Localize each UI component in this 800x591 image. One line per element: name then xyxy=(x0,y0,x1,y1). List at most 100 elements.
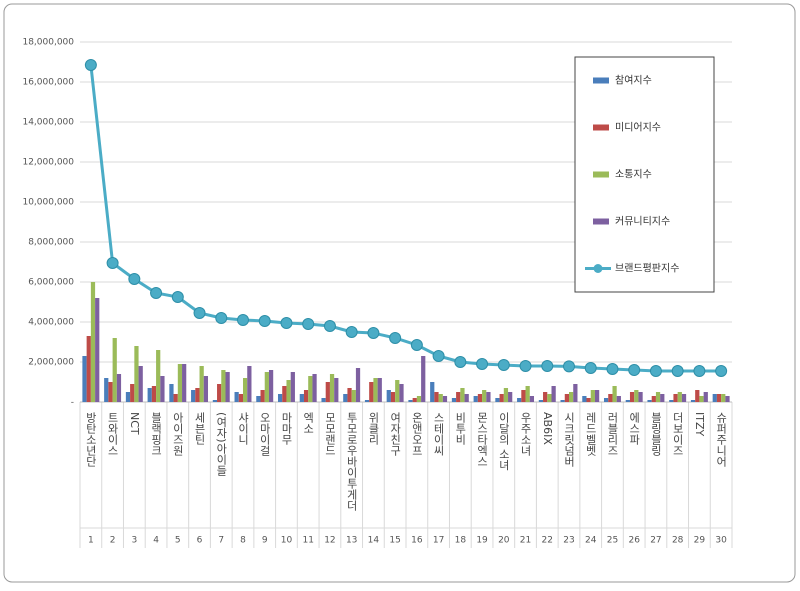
line-marker xyxy=(606,363,619,375)
x-tick-label: 블랙핑크 xyxy=(150,412,163,456)
rank-label: 23 xyxy=(563,536,574,546)
line-marker xyxy=(258,315,271,327)
bar xyxy=(334,378,339,402)
x-tick-label: NCT xyxy=(128,412,141,435)
x-tick-label: 스테이씨 xyxy=(432,412,445,456)
bar xyxy=(508,392,513,402)
bar xyxy=(647,400,652,402)
bar xyxy=(303,390,309,402)
y-tick-label: 8,000,000 xyxy=(28,238,74,248)
x-tick-label: 몬스타엑스 xyxy=(476,412,489,467)
bar xyxy=(130,384,135,402)
bar xyxy=(451,398,457,402)
legend-marker xyxy=(593,264,603,273)
bar xyxy=(590,390,595,402)
bar xyxy=(104,378,109,402)
line-marker xyxy=(280,317,293,329)
bar xyxy=(95,298,100,402)
x-tick-label: AB6IX xyxy=(541,412,554,445)
x-tick-label: 러블리즈 xyxy=(606,412,619,456)
line-marker xyxy=(454,356,467,368)
x-tick-label: 시크릿넘버 xyxy=(563,412,576,467)
rank-label: 29 xyxy=(694,536,706,546)
bar xyxy=(703,392,708,402)
rank-label: 17 xyxy=(433,536,444,546)
bar xyxy=(655,392,661,402)
bar xyxy=(651,396,656,402)
rank-label: 30 xyxy=(715,536,727,546)
rank-label: 18 xyxy=(455,536,467,546)
bar xyxy=(629,392,635,402)
bar xyxy=(390,392,396,402)
y-tick-label: 6,000,000 xyxy=(28,278,74,288)
x-tick-label: 우주소녀 xyxy=(519,412,532,457)
bar xyxy=(247,366,252,402)
rank-label: 25 xyxy=(607,536,618,546)
bar xyxy=(495,398,500,402)
bar xyxy=(482,390,487,402)
rank-label: 14 xyxy=(368,536,380,546)
bar xyxy=(112,338,117,402)
y-tick-label: 10,000,000 xyxy=(22,198,74,208)
bar xyxy=(525,386,530,402)
rank-label: 10 xyxy=(281,536,293,546)
bar xyxy=(712,394,717,402)
bar xyxy=(243,378,248,402)
bar xyxy=(517,398,522,402)
line-marker xyxy=(693,365,706,377)
bar xyxy=(477,394,483,402)
bar xyxy=(529,396,535,402)
bar xyxy=(199,366,204,402)
legend-swatch xyxy=(593,171,609,178)
bar xyxy=(173,394,178,402)
rank-label: 21 xyxy=(520,536,531,546)
bar xyxy=(569,392,574,402)
y-tick-label: - xyxy=(71,398,74,408)
rank-label: 13 xyxy=(346,536,357,546)
line-marker xyxy=(584,362,597,374)
bar xyxy=(681,394,687,402)
bar xyxy=(169,384,174,402)
line-marker xyxy=(410,339,423,351)
line-marker xyxy=(628,364,641,376)
bar xyxy=(499,394,504,402)
rank-label: 22 xyxy=(542,536,553,546)
line-marker xyxy=(128,273,141,285)
x-tick-label: 비투비 xyxy=(454,412,467,445)
x-tick-label: 더보이즈 xyxy=(671,412,684,456)
bar xyxy=(721,394,726,402)
bar xyxy=(573,384,578,402)
rank-label: 9 xyxy=(262,536,268,546)
rank-label: 27 xyxy=(650,536,661,546)
y-tick-label: 4,000,000 xyxy=(28,318,74,328)
y-tick-label: 16,000,000 xyxy=(22,78,74,88)
bar xyxy=(673,394,678,402)
x-tick-label: 위클리 xyxy=(367,412,380,445)
line-marker xyxy=(519,360,532,372)
line-marker xyxy=(432,350,445,362)
x-tick-label: 블링블링 xyxy=(649,412,662,456)
bar xyxy=(434,392,439,402)
bar xyxy=(538,400,544,402)
bar xyxy=(351,390,356,402)
bar xyxy=(256,396,261,402)
bar xyxy=(503,388,509,402)
bar xyxy=(547,394,552,402)
bar xyxy=(212,400,218,402)
bar xyxy=(695,390,700,402)
line-marker xyxy=(541,360,554,372)
line-marker xyxy=(106,257,119,269)
bar xyxy=(560,400,565,402)
bar xyxy=(725,396,730,402)
bar xyxy=(677,392,682,402)
bar xyxy=(634,390,639,402)
bar xyxy=(521,390,526,402)
line-marker xyxy=(649,365,662,377)
bar xyxy=(412,398,417,402)
bar xyxy=(325,382,330,402)
legend-swatch xyxy=(593,124,609,131)
bar xyxy=(299,394,304,402)
bar xyxy=(260,390,265,402)
line-marker xyxy=(84,59,97,71)
